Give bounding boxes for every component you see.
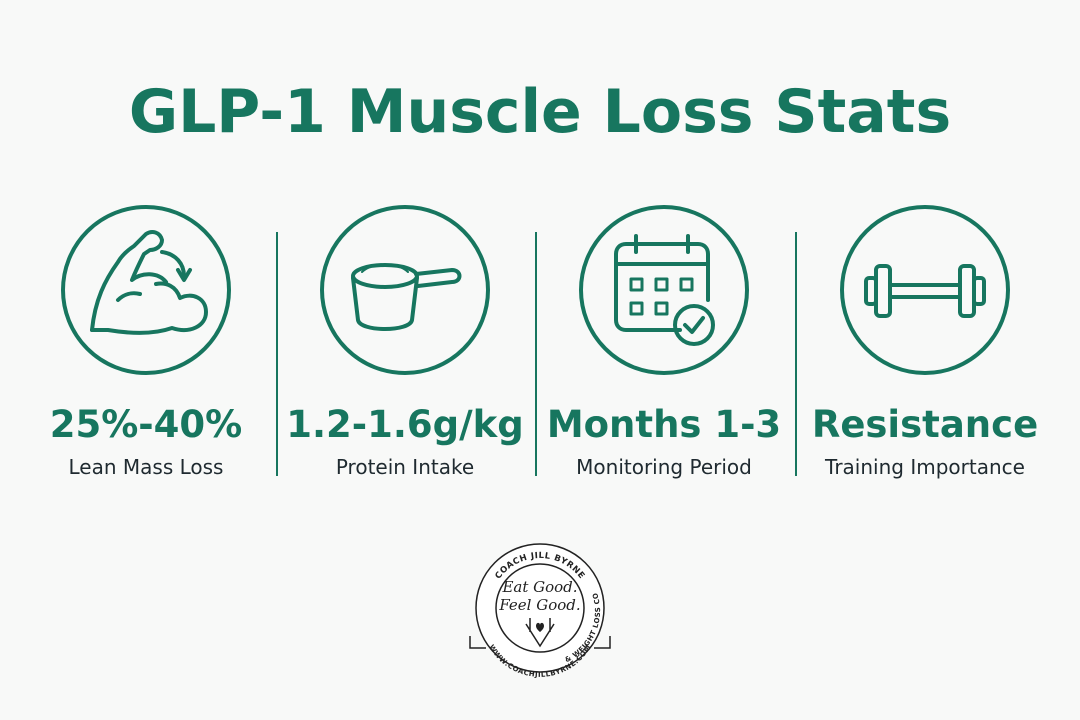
icon-ring xyxy=(320,205,490,375)
stat-value: 25%-40% xyxy=(50,403,242,446)
stat-value: Months 1-3 xyxy=(547,403,781,446)
logo-tagline: Feel Good. xyxy=(498,596,580,614)
icon-ring xyxy=(579,205,749,375)
stat-column: 25%-40% Lean Mass Loss xyxy=(50,205,242,479)
logo-heart xyxy=(536,622,544,632)
stat-value: 1.2-1.6g/kg xyxy=(286,403,524,446)
stat-value: Resistance xyxy=(812,403,1038,446)
stat-column: Resistance Training Importance xyxy=(812,205,1038,479)
title: GLP-1 Muscle Loss Stats xyxy=(129,77,951,147)
scoop-icon xyxy=(351,263,462,331)
stat-label: Monitoring Period xyxy=(576,455,752,479)
stat-column: 1.2-1.6g/kg Protein Intake xyxy=(286,205,524,479)
dumbbell-icon xyxy=(864,264,986,318)
stat-column: Months 1-3 Monitoring Period xyxy=(547,205,781,479)
icon-ring xyxy=(840,205,1010,375)
muscle-icon xyxy=(90,230,208,335)
stat-label: Training Importance xyxy=(824,455,1025,479)
stat-label: Lean Mass Loss xyxy=(69,455,224,479)
calendar-icon xyxy=(614,234,715,346)
stat-label: Protein Intake xyxy=(336,455,474,479)
logo-tagline: Eat Good. xyxy=(501,578,577,596)
icon-ring xyxy=(61,205,231,375)
